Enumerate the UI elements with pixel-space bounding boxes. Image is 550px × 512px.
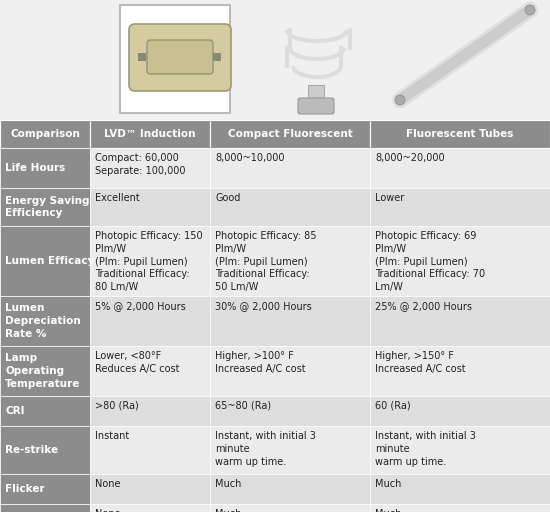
Text: Energy Saving
Efficiency: Energy Saving Efficiency [5, 196, 90, 219]
Text: >80 (Ra): >80 (Ra) [95, 401, 139, 411]
Text: Lamp
Operating
Temperature: Lamp Operating Temperature [5, 353, 80, 389]
Text: Lower, <80°F
Reduces A/C cost: Lower, <80°F Reduces A/C cost [95, 351, 179, 374]
Bar [90, 504, 210, 512]
Bar [210, 148, 370, 188]
Bar [210, 396, 370, 426]
Text: 8,000~20,000: 8,000~20,000 [375, 153, 444, 163]
Bar [90, 426, 210, 474]
Text: Compact: 60,000
Separate: 100,000: Compact: 60,000 Separate: 100,000 [95, 153, 185, 176]
Text: Instant, with initial 3
minute
warm up time.: Instant, with initial 3 minute warm up t… [375, 431, 476, 466]
Bar [370, 346, 550, 396]
Text: Much: Much [215, 479, 241, 489]
Text: Lower: Lower [375, 193, 404, 203]
Text: Lumen Efficacy: Lumen Efficacy [5, 256, 95, 266]
Bar [90, 148, 210, 188]
Bar [370, 296, 550, 346]
Text: Fluorescent Tubes: Fluorescent Tubes [406, 129, 514, 139]
Text: CRI: CRI [5, 406, 25, 416]
Text: 5% @ 2,000 Hours: 5% @ 2,000 Hours [95, 301, 186, 311]
Bar [370, 188, 550, 226]
Bar [0, 188, 90, 226]
Text: Compact Fluorescent: Compact Fluorescent [228, 129, 353, 139]
Bar [138, 53, 146, 61]
Bar [213, 53, 221, 61]
Text: 25% @ 2,000 Hours: 25% @ 2,000 Hours [375, 301, 472, 311]
Bar [370, 474, 550, 504]
Bar [90, 188, 210, 226]
Bar [308, 85, 324, 105]
Bar [210, 120, 370, 148]
Text: Much: Much [215, 509, 241, 512]
Text: Much: Much [375, 509, 402, 512]
Bar [120, 5, 230, 113]
Bar [0, 148, 90, 188]
Bar [255, 5, 365, 113]
Bar [210, 296, 370, 346]
Text: None: None [95, 509, 120, 512]
Bar [0, 474, 90, 504]
Text: Good: Good [215, 193, 240, 203]
Text: Lumen
Depreciation
Rate %: Lumen Depreciation Rate % [5, 303, 81, 339]
Text: Flicker: Flicker [5, 484, 45, 494]
Bar [90, 120, 210, 148]
FancyBboxPatch shape [147, 40, 213, 74]
Text: None: None [95, 479, 120, 489]
Text: Much: Much [375, 479, 402, 489]
Text: Photopic Efficacy: 85
Plm/W
(Plm: Pupil Lumen)
Traditional Efficacy:
50 Lm/W: Photopic Efficacy: 85 Plm/W (Plm: Pupil … [215, 231, 316, 292]
Bar [0, 226, 90, 296]
Text: Comparison: Comparison [10, 129, 80, 139]
Bar [0, 0, 550, 120]
Bar [210, 226, 370, 296]
Ellipse shape [525, 5, 535, 15]
Bar [0, 346, 90, 396]
Text: Excellent: Excellent [95, 193, 140, 203]
Text: Life Hours: Life Hours [5, 163, 65, 173]
Text: Higher, >150° F
Increased A/C cost: Higher, >150° F Increased A/C cost [375, 351, 466, 374]
Bar [90, 226, 210, 296]
Text: Instant: Instant [95, 431, 129, 441]
Bar [370, 148, 550, 188]
Bar [90, 346, 210, 396]
Text: Re-strike: Re-strike [5, 445, 58, 455]
Text: Higher, >100° F
Increased A/C cost: Higher, >100° F Increased A/C cost [215, 351, 306, 374]
Ellipse shape [395, 95, 405, 105]
Bar [370, 426, 550, 474]
Bar [90, 474, 210, 504]
Text: Instant, with initial 3
minute
warm up time.: Instant, with initial 3 minute warm up t… [215, 431, 316, 466]
Bar [370, 226, 550, 296]
Text: 8,000~10,000: 8,000~10,000 [215, 153, 284, 163]
Bar [0, 120, 90, 148]
Bar [0, 504, 90, 512]
Bar [0, 396, 90, 426]
Bar [390, 5, 530, 113]
Bar [90, 296, 210, 346]
Bar [90, 396, 210, 426]
Bar [210, 426, 370, 474]
Text: Photopic Efficacy: 69
Plm/W
(Plm: Pupil Lumen)
Traditional Efficacy: 70
Lm/W: Photopic Efficacy: 69 Plm/W (Plm: Pupil … [375, 231, 485, 292]
Text: 65~80 (Ra): 65~80 (Ra) [215, 401, 271, 411]
Bar [370, 504, 550, 512]
Bar [370, 396, 550, 426]
FancyBboxPatch shape [298, 98, 334, 114]
Text: LVD™ Induction: LVD™ Induction [104, 129, 196, 139]
Bar [0, 296, 90, 346]
Bar [210, 346, 370, 396]
Bar [0, 426, 90, 474]
Text: Photopic Efficacy: 150
Plm/W
(Plm: Pupil Lumen)
Traditional Efficacy:
80 Lm/W: Photopic Efficacy: 150 Plm/W (Plm: Pupil… [95, 231, 202, 292]
Text: 60 (Ra): 60 (Ra) [375, 401, 411, 411]
Bar [210, 504, 370, 512]
Bar [210, 188, 370, 226]
Bar [210, 474, 370, 504]
FancyBboxPatch shape [129, 24, 231, 91]
Text: 30% @ 2,000 Hours: 30% @ 2,000 Hours [215, 301, 312, 311]
Bar [370, 120, 550, 148]
